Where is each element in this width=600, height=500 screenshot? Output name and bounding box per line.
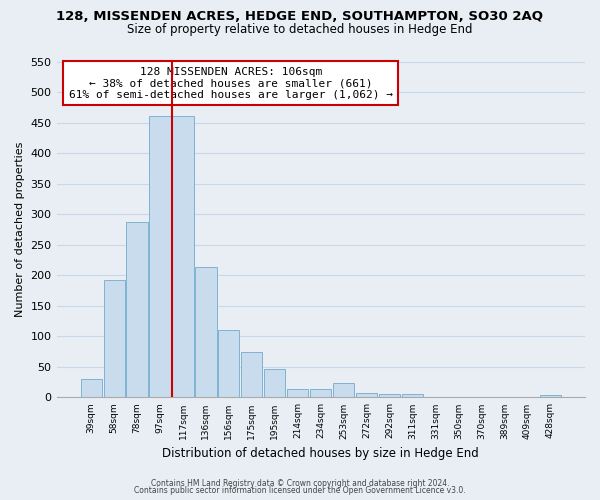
Y-axis label: Number of detached properties: Number of detached properties xyxy=(15,142,25,317)
Bar xyxy=(127,222,148,398)
Bar xyxy=(540,395,561,398)
Text: Contains HM Land Registry data © Crown copyright and database right 2024.: Contains HM Land Registry data © Crown c… xyxy=(151,478,449,488)
Text: Size of property relative to detached houses in Hedge End: Size of property relative to detached ho… xyxy=(127,22,473,36)
Bar xyxy=(241,352,262,398)
Bar xyxy=(172,116,194,398)
Bar xyxy=(287,389,308,398)
Bar xyxy=(264,368,286,398)
Text: Contains public sector information licensed under the Open Government Licence v3: Contains public sector information licen… xyxy=(134,486,466,495)
Text: 128, MISSENDEN ACRES, HEDGE END, SOUTHAMPTON, SO30 2AQ: 128, MISSENDEN ACRES, HEDGE END, SOUTHAM… xyxy=(56,10,544,23)
Bar xyxy=(333,384,354,398)
Bar xyxy=(356,392,377,398)
Text: 128 MISSENDEN ACRES: 106sqm
← 38% of detached houses are smaller (661)
61% of se: 128 MISSENDEN ACRES: 106sqm ← 38% of det… xyxy=(69,66,393,100)
Bar xyxy=(149,116,170,398)
Bar xyxy=(402,394,423,398)
Bar xyxy=(218,330,239,398)
Bar xyxy=(80,379,101,398)
Bar xyxy=(196,268,217,398)
Bar xyxy=(379,394,400,398)
Bar xyxy=(310,389,331,398)
X-axis label: Distribution of detached houses by size in Hedge End: Distribution of detached houses by size … xyxy=(163,447,479,460)
Bar xyxy=(104,280,125,398)
